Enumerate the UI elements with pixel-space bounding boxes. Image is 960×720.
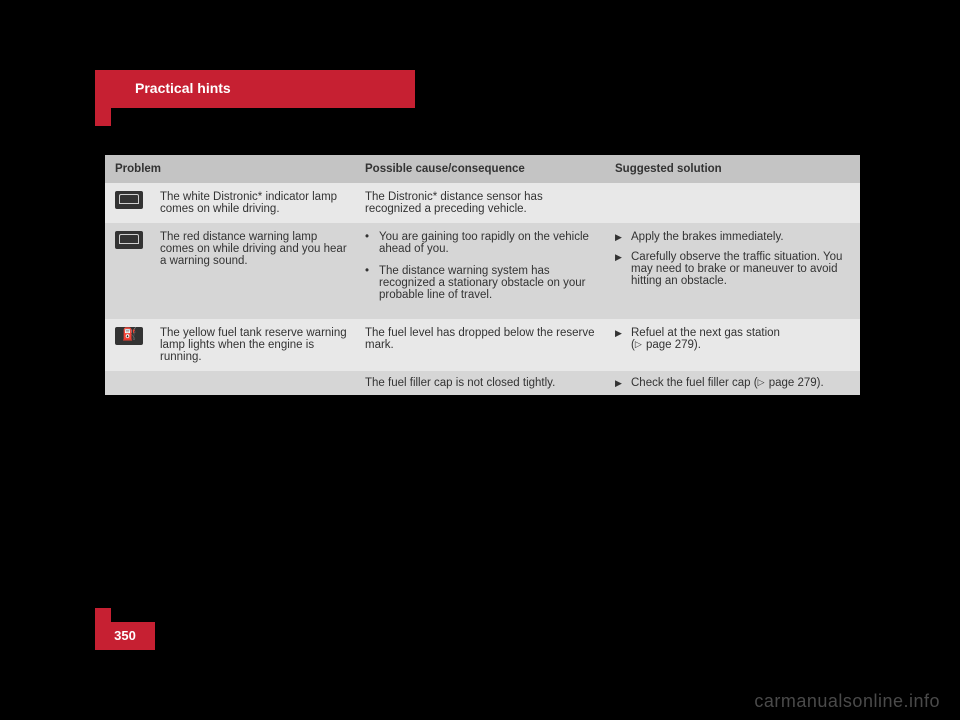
page-ref-icon (635, 339, 643, 351)
problem-cell: The yellow fuel tank reserve warning lam… (160, 319, 360, 371)
icon-cell (105, 371, 160, 379)
solution-item: Carefully observe the traffic situation.… (615, 251, 850, 287)
table-header-row: Problem Possible cause/consequence Sugge… (105, 155, 860, 183)
section-tab-notch (95, 108, 111, 126)
page-ref-icon (758, 377, 766, 389)
cause-cell: You are gaining too rapidly on the vehic… (360, 223, 610, 319)
icon-cell (105, 223, 160, 249)
icon-cell (105, 319, 160, 345)
table-row: The red distance warning lamp comes on w… (105, 223, 860, 319)
cause-cell: The fuel level has dropped below the res… (360, 319, 610, 359)
solution-cell: Refuel at the next gas station ( page 27… (610, 319, 860, 367)
solution-item: Refuel at the next gas station ( page 27… (615, 327, 850, 351)
cause-cell: The fuel filler cap is not closed tightl… (360, 371, 610, 395)
troubleshooting-table: Problem Possible cause/consequence Sugge… (105, 155, 860, 395)
solution-list: Apply the brakes immediately. Carefully … (615, 231, 850, 287)
col-header-cause: Possible cause/consequence (360, 163, 610, 175)
car-distance-icon (115, 231, 143, 249)
page-number-notch (95, 608, 111, 622)
solution-cell: Check the fuel filler cap ( page 279). (610, 371, 860, 395)
section-tab-title: Practical hints (135, 80, 231, 96)
table-row: The yellow fuel tank reserve warning lam… (105, 319, 860, 371)
solution-cell: Apply the brakes immediately. Carefully … (610, 223, 860, 303)
solution-list: Refuel at the next gas station ( page 27… (615, 327, 850, 351)
col-header-problem: Problem (105, 163, 360, 175)
solution-item: Apply the brakes immediately. (615, 231, 850, 243)
icon-cell (105, 183, 160, 209)
solution-list: Check the fuel filler cap ( page 279). (615, 377, 850, 389)
section-tab: Practical hints (95, 70, 415, 108)
car-distance-icon (115, 191, 143, 209)
problem-cell (160, 371, 360, 387)
problem-cell: The red distance warning lamp comes on w… (160, 223, 360, 275)
cause-item: You are gaining too rapidly on the vehic… (365, 231, 600, 255)
table-row: The white Distronic* indicator lamp come… (105, 183, 860, 223)
fuel-icon (115, 327, 143, 345)
table-row: The fuel filler cap is not closed tightl… (105, 371, 860, 395)
col-header-solution: Suggested solution (610, 163, 860, 175)
cause-item: The distance warning system has recogniz… (365, 265, 600, 301)
cause-list: You are gaining too rapidly on the vehic… (365, 231, 600, 301)
watermark: carmanualsonline.info (754, 691, 940, 712)
solution-item: Check the fuel filler cap ( page 279). (615, 377, 850, 389)
page-number: 350 (95, 622, 155, 650)
solution-cell (610, 183, 860, 199)
problem-cell: The white Distronic* indicator lamp come… (160, 183, 360, 223)
cause-cell: The Distronic* distance sensor has recog… (360, 183, 610, 223)
